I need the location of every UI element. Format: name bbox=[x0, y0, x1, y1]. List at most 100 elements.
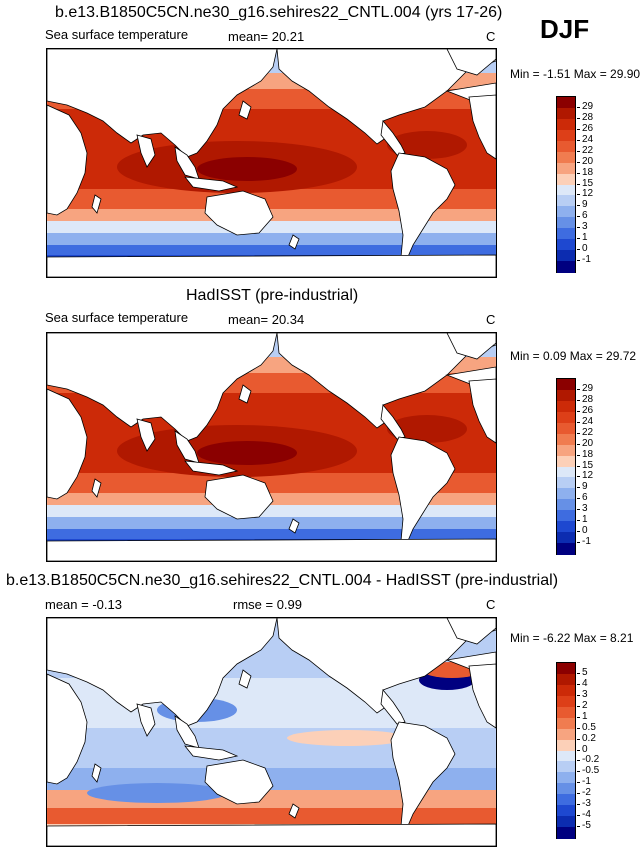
colorbar-tick bbox=[577, 749, 580, 751]
colorbar-label: 22 bbox=[582, 144, 594, 156]
colorbar-segment bbox=[557, 239, 575, 251]
panel3-rmse: rmse = 0.99 bbox=[233, 597, 303, 612]
land-japan bbox=[238, 384, 252, 404]
colorbar-segment bbox=[557, 195, 575, 207]
panel1-left-label: Sea surface temperature bbox=[45, 27, 189, 42]
colorbar-label: 24 bbox=[582, 133, 594, 145]
ocean-band bbox=[47, 808, 496, 824]
colorbar-segment bbox=[557, 97, 575, 109]
colorbar-label: 15 bbox=[582, 177, 594, 189]
colorbar-label: 28 bbox=[582, 393, 594, 405]
land-australia bbox=[204, 474, 274, 520]
equatorial-anomaly bbox=[287, 730, 407, 746]
colorbar-label: 26 bbox=[582, 404, 594, 416]
colorbar-segment bbox=[557, 129, 575, 142]
colorbar-tick bbox=[577, 531, 580, 533]
colorbar-segment bbox=[557, 772, 575, 784]
colorbar-tick bbox=[577, 421, 580, 423]
colorbar-label: 24 bbox=[582, 415, 594, 427]
colorbar-tick bbox=[577, 106, 580, 108]
land-newZealand bbox=[288, 518, 300, 534]
ocean-band bbox=[47, 189, 496, 209]
colorbar-segment bbox=[557, 706, 575, 719]
land-southAmerica bbox=[390, 721, 456, 829]
colorbar-label: 20 bbox=[582, 155, 594, 167]
colorbar-tick bbox=[577, 705, 580, 707]
colorbar-tick bbox=[577, 249, 580, 251]
panel1-title: b.e13.B1850C5CN.ne30_g16.sehires22_CNTL.… bbox=[55, 4, 503, 21]
colorbar-tick bbox=[577, 194, 580, 196]
colorbar-tick bbox=[577, 227, 580, 229]
panel2-colorbar bbox=[556, 378, 576, 555]
colorbar-segment bbox=[557, 663, 575, 675]
colorbar-segment bbox=[557, 684, 575, 697]
panel3-colorbar bbox=[556, 662, 576, 839]
colorbar-label: -5 bbox=[582, 820, 591, 832]
colorbar-segment bbox=[557, 543, 575, 555]
colorbar-label: 0.5 bbox=[582, 721, 596, 733]
panel3-title: b.e13.B1850C5CN.ne30_g16.sehires22_CNTL.… bbox=[6, 572, 559, 589]
colorbar-tick bbox=[577, 738, 580, 740]
colorbar-label: 12 bbox=[582, 188, 594, 200]
colorbar-label: 0.2 bbox=[582, 732, 596, 744]
colorbar-tick bbox=[577, 205, 580, 207]
colorbar-segment bbox=[557, 261, 575, 273]
colorbar-segment bbox=[557, 488, 575, 500]
panel1-minmax: Min = -1.51 Max = 29.90 bbox=[510, 67, 641, 81]
colorbar-segment bbox=[557, 717, 575, 730]
colorbar-label: 3 bbox=[582, 503, 588, 515]
land-indonesia bbox=[184, 176, 239, 192]
colorbar-segment bbox=[557, 750, 575, 762]
colorbar-segment bbox=[557, 140, 575, 153]
colorbar-segment bbox=[557, 739, 575, 751]
colorbar-tick bbox=[577, 216, 580, 218]
colorbar-segment bbox=[557, 783, 575, 795]
land-greenland bbox=[446, 333, 496, 360]
land-africa bbox=[47, 673, 88, 785]
colorbar-segment bbox=[557, 217, 575, 229]
colorbar-label: 1 bbox=[582, 232, 588, 244]
land-japan bbox=[238, 669, 252, 689]
colorbar-label: 6 bbox=[582, 210, 588, 222]
colorbar-segment bbox=[557, 455, 575, 467]
land-indonesia bbox=[184, 460, 239, 476]
colorbar-tick bbox=[577, 793, 580, 795]
colorbar-label: 28 bbox=[582, 111, 594, 123]
colorbar-segment bbox=[557, 728, 575, 741]
panel2-map bbox=[46, 332, 497, 562]
colorbar-tick bbox=[577, 498, 580, 500]
world-map-svg bbox=[47, 49, 496, 277]
ocean-band bbox=[47, 221, 496, 233]
panel1-mean: mean= 20.21 bbox=[228, 29, 305, 44]
colorbar-segment bbox=[557, 510, 575, 522]
land-africaEast bbox=[468, 94, 496, 160]
land-southAmerica bbox=[390, 436, 456, 544]
land-antarctica bbox=[47, 538, 496, 561]
colorbar-label: 2 bbox=[582, 699, 588, 711]
colorbar-tick bbox=[577, 388, 580, 390]
colorbar-segment bbox=[557, 499, 575, 511]
land-newZealand bbox=[288, 803, 300, 819]
atlantic-warm bbox=[387, 131, 467, 159]
atlantic-warm bbox=[387, 415, 467, 443]
colorbar-label: 15 bbox=[582, 459, 594, 471]
panel2-mean: mean= 20.34 bbox=[228, 312, 305, 327]
colorbar-segment bbox=[557, 444, 575, 457]
colorbar-segment bbox=[557, 400, 575, 413]
colorbar-segment bbox=[557, 433, 575, 446]
ocean-band bbox=[47, 529, 496, 539]
colorbar-tick bbox=[577, 487, 580, 489]
colorbar-segment bbox=[557, 118, 575, 131]
ocean-band bbox=[47, 233, 496, 245]
panel2-title: HadISST (pre-industrial) bbox=[186, 287, 359, 304]
world-map-svg bbox=[47, 333, 496, 561]
panel2-minmax: Min = 0.09 Max = 29.72 bbox=[510, 349, 637, 363]
colorbar-segment bbox=[557, 532, 575, 544]
colorbar-label: 20 bbox=[582, 437, 594, 449]
colorbar-segment bbox=[557, 827, 575, 839]
land-greenland bbox=[446, 49, 496, 76]
land-madagascar bbox=[91, 194, 102, 214]
colorbar-segment bbox=[557, 162, 575, 175]
warm-pool-core bbox=[197, 157, 297, 181]
land-japan bbox=[238, 100, 252, 120]
